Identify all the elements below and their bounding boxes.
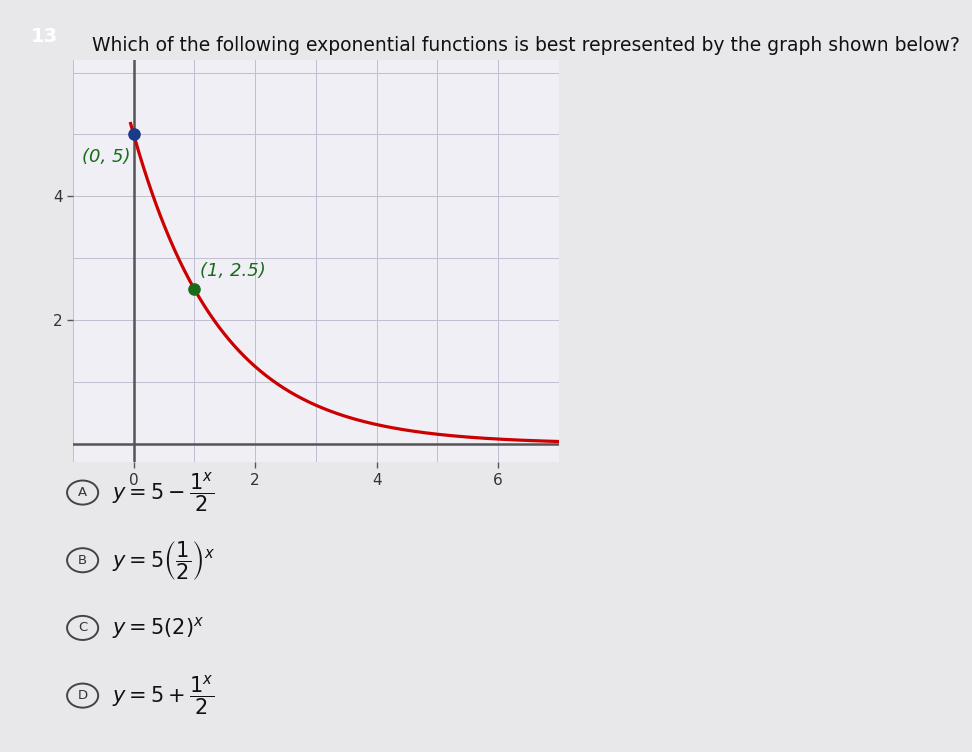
Text: B: B [78, 553, 87, 567]
Text: D: D [78, 689, 87, 702]
Text: Which of the following exponential functions is best represented by the graph sh: Which of the following exponential funct… [92, 36, 960, 55]
Text: $y = 5(2)^x$: $y = 5(2)^x$ [112, 615, 204, 641]
Text: (1, 2.5): (1, 2.5) [200, 262, 266, 280]
Text: (0, 5): (0, 5) [82, 148, 130, 166]
Text: $y = 5\left(\dfrac{1}{2}\right)^x$: $y = 5\left(\dfrac{1}{2}\right)^x$ [112, 538, 215, 582]
Text: $y = 5 - \dfrac{1^x}{2}$: $y = 5 - \dfrac{1^x}{2}$ [112, 470, 214, 515]
Point [187, 284, 202, 296]
Text: 13: 13 [31, 27, 58, 47]
Point [125, 129, 142, 141]
Text: A: A [78, 486, 87, 499]
Text: $y = 5 + \dfrac{1^x}{2}$: $y = 5 + \dfrac{1^x}{2}$ [112, 673, 214, 718]
Text: C: C [78, 621, 87, 635]
